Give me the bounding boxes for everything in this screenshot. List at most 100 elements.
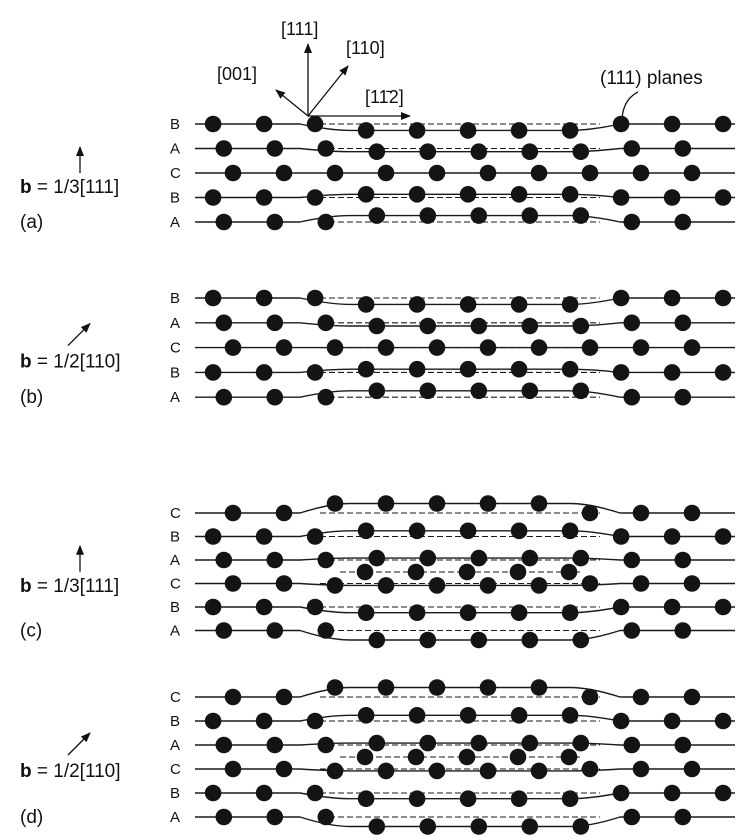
layer-label: A [170,214,180,231]
atom [419,382,437,400]
plane-line [195,214,735,223]
atom [663,528,681,545]
atom [612,784,630,802]
atom [317,314,335,332]
layer-label: B [170,290,180,307]
atom [459,790,477,807]
layer-label: A [170,315,180,332]
atom [326,495,344,512]
atom [470,631,488,649]
atom [204,115,222,133]
atom [674,388,692,406]
atom [317,140,335,157]
atom [674,736,692,754]
atom [317,622,335,639]
atom [470,818,488,835]
layer-label: B [170,713,180,730]
atom [317,213,335,231]
atom [459,186,477,203]
inserted-atom [407,563,425,581]
atom [428,679,446,696]
atom [377,577,395,594]
atom [612,598,630,616]
atom [255,784,273,802]
atom [674,213,692,231]
atom [663,784,681,802]
atom [459,604,477,621]
atom [408,522,426,540]
atom [510,122,528,139]
atom [419,207,437,224]
label-112-part1: [11̄ [365,87,392,107]
atom [204,289,222,307]
atom [561,707,579,724]
atom [632,688,650,706]
atom [377,762,395,780]
atom [572,734,590,752]
inserted-atom [560,563,578,581]
atom [266,140,284,157]
layer-label: B [170,116,180,133]
atom [408,360,426,378]
atom [368,549,386,567]
atom [317,388,335,406]
atom [479,679,497,696]
atom [479,339,497,356]
atom [561,790,579,807]
atom [612,528,630,545]
atom [459,522,477,540]
layer-label: C [170,576,181,593]
atom [470,207,488,224]
atom [521,734,539,752]
inserted-atom [509,563,527,581]
atom [581,688,599,706]
atom [683,504,701,522]
atom [275,504,293,522]
burgers-value-b: = 1/2[110] [32,352,121,373]
atom [215,213,233,231]
atom [419,734,437,752]
atom [612,712,630,730]
atom [674,622,692,639]
atom [326,164,344,182]
atom [623,140,641,157]
inserted-atom [458,748,476,766]
atom [368,734,386,752]
atom [204,528,222,545]
atom [470,317,488,335]
atom [623,213,641,231]
atom [572,818,590,835]
layer-label: A [170,141,180,158]
atom [306,115,324,133]
burgers-vector-b: b = 1/2[110] [20,352,121,373]
atom [377,164,395,182]
atom [215,808,233,826]
layer-label: B [170,599,180,616]
atom [612,364,630,381]
atom [224,575,242,592]
atom [510,707,528,724]
atom [368,317,386,335]
atom [521,818,539,835]
label-110: [110] [346,38,385,58]
atom [204,784,222,802]
plane-line [195,502,735,514]
burgers-vector-d: b = 1/2[110] [20,761,121,782]
atom [683,688,701,706]
atom [623,314,641,332]
plane-line [195,322,735,327]
atom [377,679,395,696]
atom [368,631,386,649]
atom [419,631,437,649]
atom [459,122,477,139]
atom [428,495,446,512]
atom [255,289,273,307]
axis-110-arrow [307,65,349,117]
atom [224,760,242,778]
atom [470,143,488,160]
atom [663,712,681,730]
atom [470,549,488,567]
atom [317,808,335,826]
